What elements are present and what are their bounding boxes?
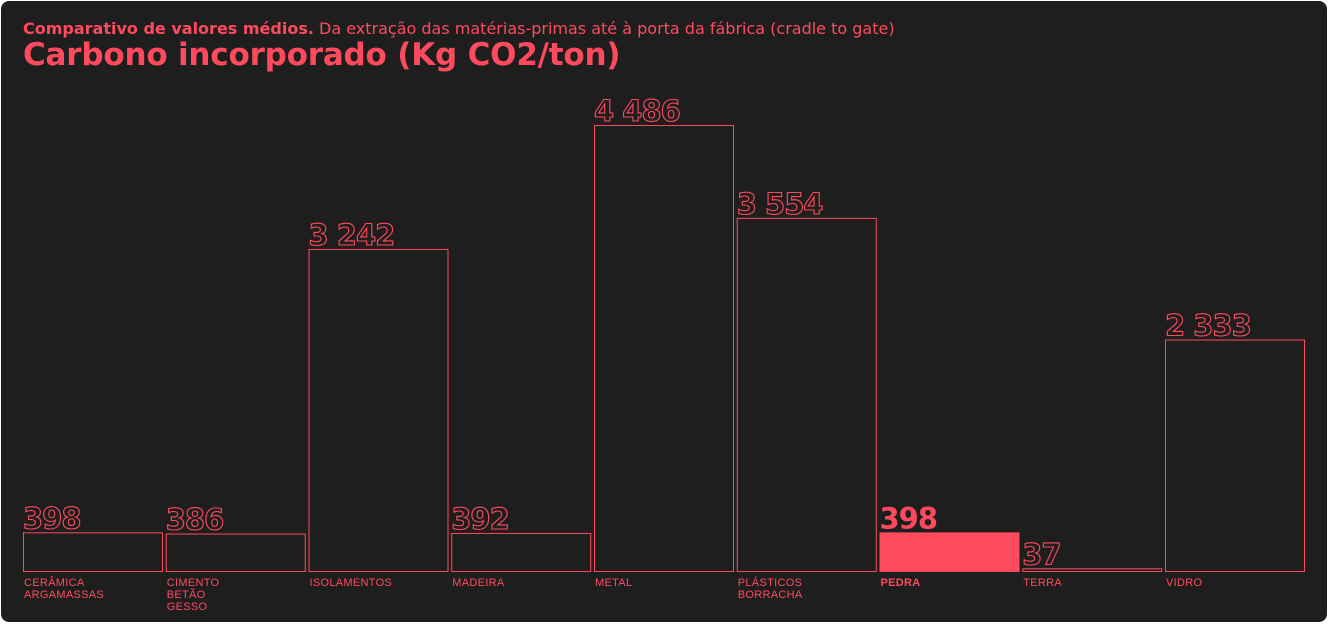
category-label: METAL xyxy=(595,577,632,589)
subtitle-rest: Da extração das matérias-primas até à po… xyxy=(313,19,895,38)
bar-madeira xyxy=(451,532,592,573)
category-label: ARGAMASSAS xyxy=(24,589,104,601)
category-label: ISOLAMENTOS xyxy=(310,577,393,589)
value-label: 386 xyxy=(166,503,224,537)
category-label: MADEIRA xyxy=(452,577,505,589)
category-label: VIDRO xyxy=(1166,577,1202,589)
category-label: CIMENTO xyxy=(167,577,220,589)
value-label: 3 242 xyxy=(309,218,395,252)
subtitle-bold: Comparativo de valores médios. xyxy=(23,19,314,38)
category-label: BETÃO xyxy=(167,588,206,601)
value-label: 2 333 xyxy=(1165,309,1251,343)
bar-plásticos xyxy=(736,217,877,572)
category-label: PEDRA xyxy=(881,577,921,589)
value-label: 398 xyxy=(23,501,81,535)
value-label: 3 554 xyxy=(737,187,823,221)
chart-subtitle: Comparativo de valores médios. Da extraç… xyxy=(23,19,895,38)
value-label: 398 xyxy=(880,501,938,535)
value-label: 4 486 xyxy=(594,94,680,128)
bar-isolamentos xyxy=(308,248,449,573)
bar-terra xyxy=(1022,568,1163,572)
category-label: CERÂMICA xyxy=(24,576,85,589)
bar-cerâmica xyxy=(23,532,163,573)
category-label: BORRACHA xyxy=(738,589,803,601)
bar-cimento xyxy=(165,533,306,572)
bar-vidro xyxy=(1165,339,1305,572)
category-label: GESSO xyxy=(167,601,208,613)
chart-title: Carbono incorporado (Kg CO2/ton) xyxy=(23,37,621,73)
bar-metal xyxy=(594,125,734,572)
value-label: 392 xyxy=(451,502,509,536)
category-label: TERRA xyxy=(1023,577,1062,589)
value-label: 37 xyxy=(1022,537,1060,571)
category-label: PLÁSTICOS xyxy=(738,576,802,589)
bar-pedra xyxy=(879,532,1020,573)
